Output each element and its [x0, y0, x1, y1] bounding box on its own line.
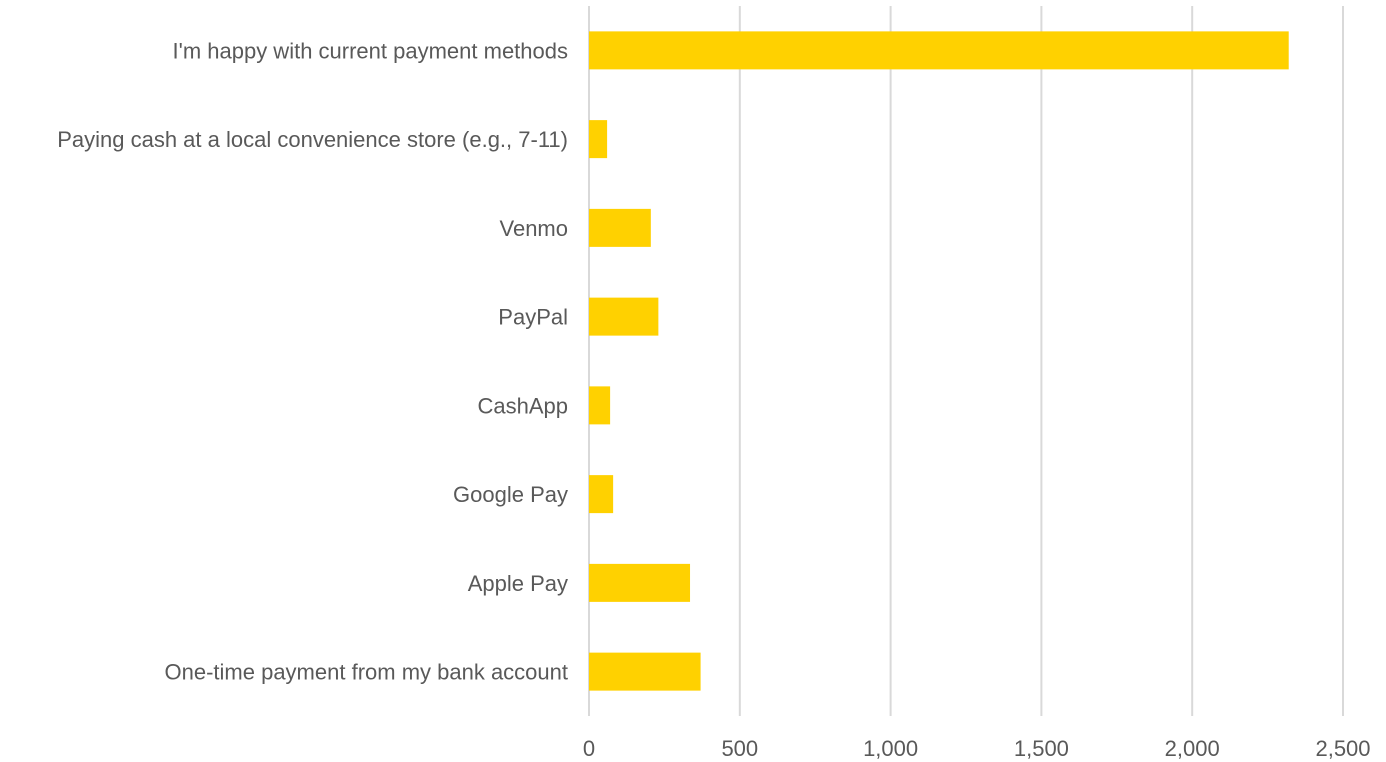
bar	[589, 297, 659, 336]
category-label: One-time payment from my bank account	[165, 660, 569, 685]
bar	[589, 208, 651, 247]
bars	[589, 31, 1289, 691]
category-label: PayPal	[498, 305, 568, 330]
category-labels: I'm happy with current payment methods Pa…	[57, 38, 568, 684]
x-tick-label: 500	[721, 736, 758, 761]
bar	[589, 31, 1289, 70]
bar	[589, 563, 691, 602]
x-tick-label: 1,000	[863, 736, 918, 761]
category-label: CashApp	[477, 393, 568, 418]
category-label: Paying cash at a local convenience store…	[57, 127, 568, 152]
category-label: Google Pay	[453, 482, 568, 507]
x-tick-label: 1,500	[1014, 736, 1069, 761]
category-label: Venmo	[500, 216, 569, 241]
gridlines	[588, 6, 1344, 716]
x-axis-tick-labels: 0 500 1,000 1,500 2,000 2,500	[583, 736, 1371, 761]
x-tick-label: 0	[583, 736, 595, 761]
bar	[589, 386, 611, 425]
bar	[589, 120, 608, 159]
bar	[589, 652, 701, 691]
x-tick-label: 2,000	[1165, 736, 1220, 761]
x-tick-label: 2,500	[1315, 736, 1370, 761]
category-label: Apple Pay	[468, 571, 568, 596]
category-label: I'm happy with current payment methods	[173, 38, 569, 63]
bar	[589, 475, 614, 514]
